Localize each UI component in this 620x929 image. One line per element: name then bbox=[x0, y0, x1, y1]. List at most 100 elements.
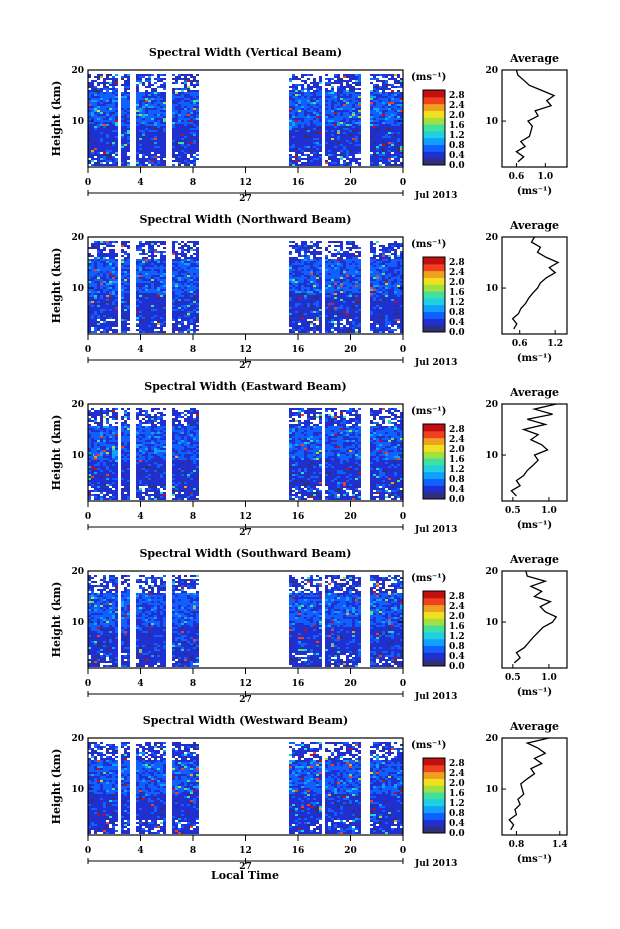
heatmap-cell bbox=[124, 152, 127, 154]
heatmap-cell bbox=[112, 98, 115, 100]
heatmap-cell bbox=[187, 325, 190, 327]
heatmap-cell bbox=[307, 299, 310, 301]
heatmap-cell bbox=[157, 277, 160, 279]
heatmap-cell bbox=[349, 275, 352, 277]
heatmap-cell bbox=[184, 106, 187, 108]
heatmap-cell bbox=[352, 114, 355, 116]
heatmap-cell bbox=[295, 291, 298, 293]
heatmap-cell bbox=[151, 293, 154, 295]
heatmap-cell bbox=[100, 112, 103, 114]
heatmap-cell bbox=[190, 283, 193, 285]
heatmap-cell bbox=[343, 162, 346, 164]
heatmap-cell bbox=[349, 160, 352, 162]
heatmap-cell bbox=[184, 277, 187, 279]
heatmap-cell bbox=[190, 162, 193, 164]
heatmap-cell bbox=[148, 138, 151, 140]
heatmap-cell bbox=[94, 130, 97, 132]
heatmap-cell bbox=[304, 267, 307, 269]
heatmap-cell bbox=[94, 267, 97, 269]
heatmap-cell bbox=[112, 271, 115, 273]
heatmap-cell bbox=[382, 160, 385, 162]
heatmap-cell bbox=[352, 261, 355, 263]
heatmap-cell bbox=[178, 138, 181, 140]
heatmap-cell bbox=[103, 152, 106, 154]
heatmap-cell bbox=[337, 293, 340, 295]
heatmap-cell bbox=[142, 297, 145, 299]
heatmap-cell bbox=[145, 269, 148, 271]
heatmap-cell bbox=[112, 96, 115, 98]
heatmap-cell bbox=[172, 144, 175, 146]
heatmap-cell bbox=[301, 146, 304, 148]
heatmap-cell bbox=[355, 150, 358, 152]
heatmap-cell bbox=[112, 106, 115, 108]
heatmap-cell bbox=[103, 319, 106, 321]
heatmap-cell bbox=[193, 94, 196, 96]
heatmap-cell bbox=[193, 307, 196, 309]
heatmap-cell bbox=[292, 84, 295, 86]
heatmap-cell bbox=[91, 275, 94, 277]
heatmap-cell bbox=[148, 321, 151, 323]
heatmap-cell bbox=[178, 281, 181, 283]
heatmap-cell bbox=[331, 311, 334, 313]
heatmap-cell bbox=[97, 114, 100, 116]
heatmap-cell bbox=[295, 88, 298, 90]
heatmap-cell bbox=[136, 307, 139, 309]
heatmap-cell bbox=[139, 281, 142, 283]
heatmap-cell bbox=[292, 162, 295, 164]
heatmap-cell bbox=[97, 122, 100, 124]
heatmap-cell bbox=[382, 86, 385, 88]
heatmap-cell bbox=[190, 241, 193, 243]
heatmap-cell bbox=[298, 329, 301, 331]
heatmap-cell bbox=[328, 317, 331, 319]
heatmap-cell bbox=[301, 269, 304, 271]
heatmap-cell bbox=[331, 271, 334, 273]
heatmap-cell bbox=[121, 267, 124, 269]
heatmap-cell bbox=[136, 78, 139, 80]
heatmap-cell bbox=[145, 94, 148, 96]
heatmap-cell bbox=[127, 271, 130, 273]
heatmap-cell bbox=[103, 313, 106, 315]
heatmap-cell bbox=[346, 251, 349, 253]
heatmap-cell bbox=[115, 92, 118, 94]
heatmap-cell bbox=[337, 164, 340, 166]
heatmap-cell bbox=[103, 285, 106, 287]
heatmap-cell bbox=[289, 108, 292, 110]
heatmap-cell bbox=[100, 285, 103, 287]
heatmap-cell bbox=[394, 160, 397, 162]
heatmap-cell bbox=[154, 116, 157, 118]
heatmap-cell bbox=[379, 102, 382, 104]
heatmap-cell bbox=[124, 271, 127, 273]
heatmap-cell bbox=[181, 130, 184, 132]
heatmap-cell bbox=[121, 323, 124, 325]
heatmap-cell bbox=[151, 309, 154, 311]
heatmap-cell bbox=[184, 148, 187, 150]
heatmap-cell bbox=[94, 295, 97, 297]
heatmap-cell bbox=[184, 114, 187, 116]
heatmap-cell bbox=[376, 86, 379, 88]
heatmap-cell bbox=[289, 96, 292, 98]
heatmap-cell bbox=[394, 158, 397, 160]
heatmap-cell bbox=[172, 313, 175, 315]
heatmap-cell bbox=[142, 325, 145, 327]
heatmap-cell bbox=[151, 150, 154, 152]
heatmap-cell bbox=[346, 317, 349, 319]
heatmap-cell bbox=[178, 267, 181, 269]
heatmap-cell bbox=[400, 150, 403, 152]
heatmap-cell bbox=[190, 136, 193, 138]
heatmap-cell bbox=[289, 154, 292, 156]
heatmap-cell bbox=[145, 301, 148, 303]
heatmap-cell bbox=[301, 331, 304, 333]
heatmap-cell bbox=[184, 269, 187, 271]
heatmap-cell bbox=[148, 128, 151, 130]
heatmap-cell bbox=[115, 263, 118, 265]
heatmap-cell bbox=[148, 96, 151, 98]
heatmap-cell bbox=[151, 275, 154, 277]
heatmap-cell bbox=[151, 164, 154, 166]
heatmap-cell bbox=[301, 317, 304, 319]
heatmap-cell bbox=[121, 301, 124, 303]
heatmap-cell bbox=[94, 247, 97, 249]
heatmap-cell bbox=[376, 122, 379, 124]
heatmap-cell bbox=[124, 154, 127, 156]
heatmap-cell bbox=[193, 92, 196, 94]
heatmap-cell bbox=[178, 140, 181, 142]
